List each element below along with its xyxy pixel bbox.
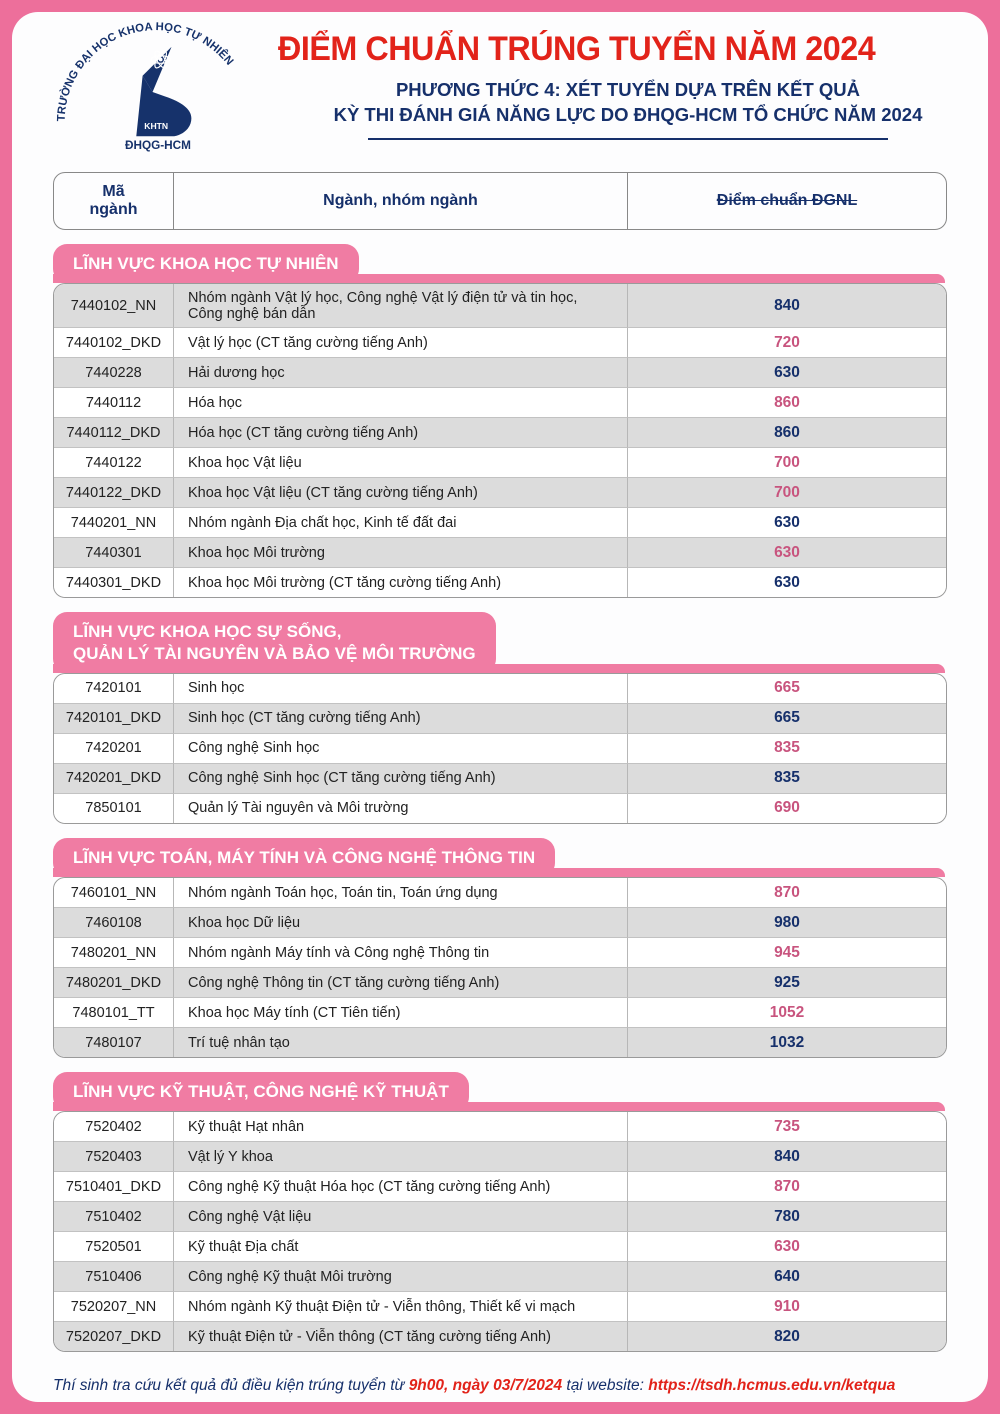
svg-text:KHTN: KHTN: [144, 121, 168, 131]
svg-text:ĐHQG-HCM: ĐHQG-HCM: [125, 139, 191, 152]
